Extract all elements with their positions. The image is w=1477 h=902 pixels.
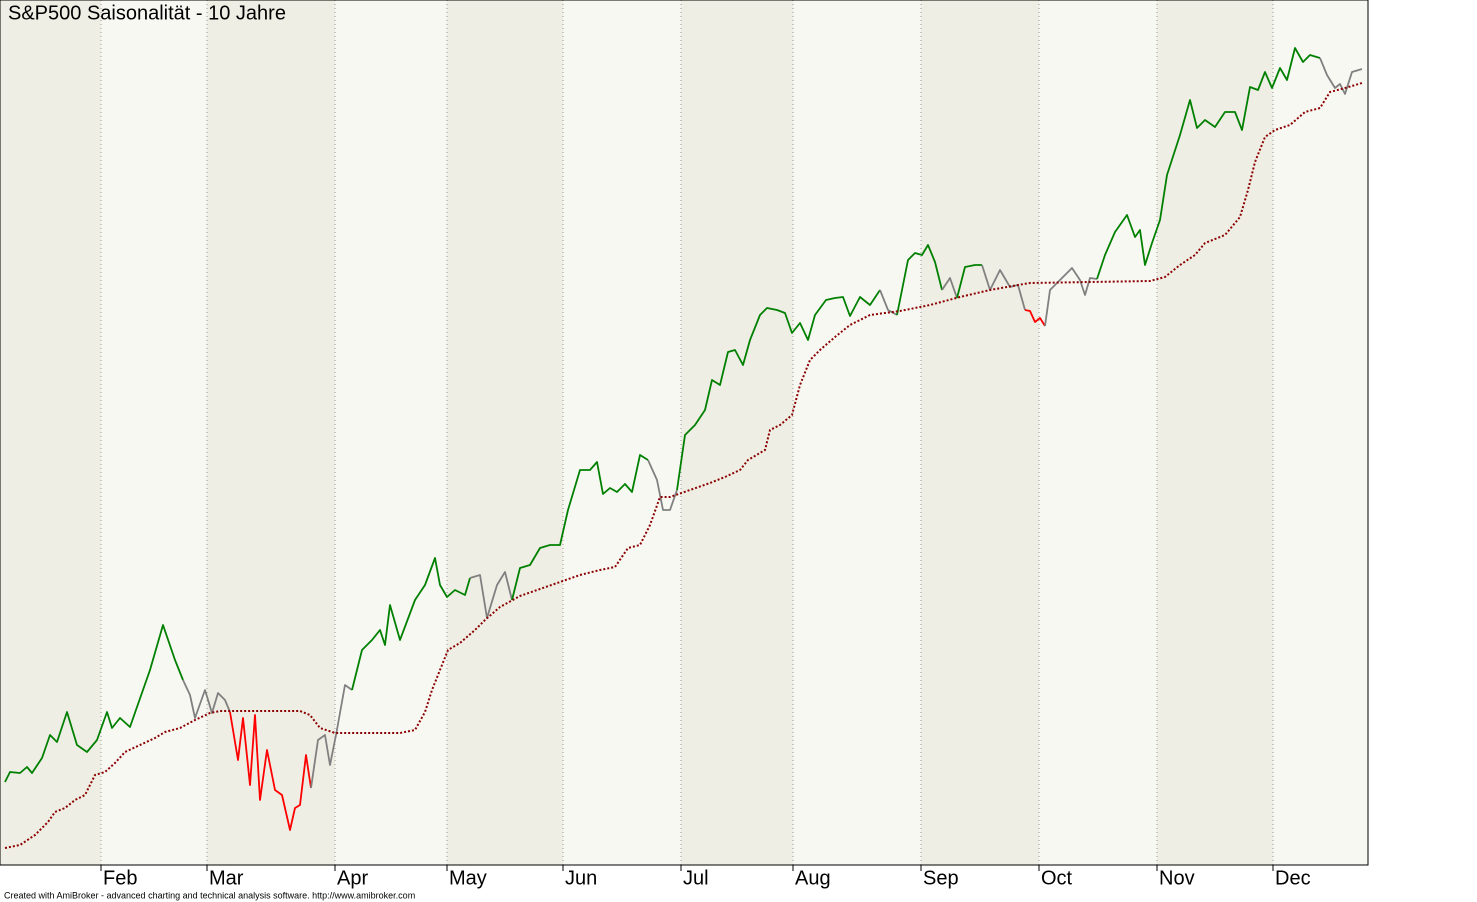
x-tick-label: Apr xyxy=(337,867,368,889)
x-tick-label: Oct xyxy=(1041,867,1073,889)
chart-title: S&P500 Saisonalität - 10 Jahre xyxy=(8,2,286,24)
line-segment xyxy=(1319,57,1363,95)
x-tick-label: Aug xyxy=(795,867,831,889)
footer: Created with AmiBroker - advanced charti… xyxy=(4,890,415,900)
month-band xyxy=(0,0,101,865)
x-tick-label: Mar xyxy=(209,867,244,889)
average-line xyxy=(4,82,1363,849)
line-segment xyxy=(229,711,312,831)
month-band xyxy=(1273,0,1368,865)
line-segment xyxy=(351,557,471,691)
x-tick-label: Sep xyxy=(923,867,959,889)
month-band xyxy=(1039,0,1157,865)
month-band xyxy=(207,0,335,865)
x-tick-label: Feb xyxy=(103,867,137,889)
line-segment xyxy=(1044,267,1098,327)
line-segment xyxy=(4,624,184,783)
line-segment xyxy=(647,459,678,511)
month-band xyxy=(563,0,681,865)
x-tick-label: Jun xyxy=(565,867,597,889)
line-segment xyxy=(1024,309,1046,327)
x-tick-label: Jul xyxy=(683,867,709,889)
month-band xyxy=(921,0,1039,865)
month-band xyxy=(1157,0,1273,865)
month-band xyxy=(335,0,447,865)
line-segment xyxy=(469,571,513,619)
x-tick-label: Nov xyxy=(1159,867,1195,889)
line-segment xyxy=(182,679,231,719)
line-segment xyxy=(310,684,353,789)
month-band xyxy=(101,0,207,865)
month-band xyxy=(681,0,793,865)
line-segment xyxy=(981,264,1026,311)
x-tick-label: Dec xyxy=(1275,867,1311,889)
line-segment xyxy=(941,277,958,299)
line-segment xyxy=(676,289,881,491)
plot-frame xyxy=(0,0,1369,866)
line-segment xyxy=(879,289,898,316)
line-segment xyxy=(956,264,982,299)
line-segment xyxy=(896,244,943,316)
line-segment xyxy=(1096,47,1321,280)
x-tick-label: May xyxy=(449,867,487,889)
line-segment xyxy=(511,454,649,601)
month-band xyxy=(447,0,563,865)
month-band xyxy=(793,0,921,865)
